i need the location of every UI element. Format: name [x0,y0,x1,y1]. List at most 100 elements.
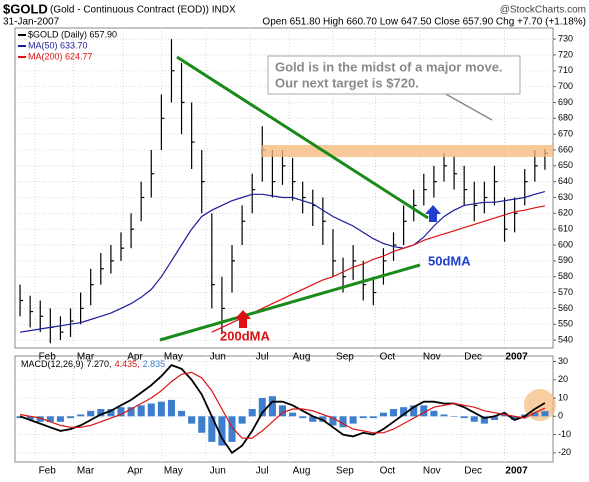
macd-layer: -20 -10 0 10 20 30 Feb Mar Apr May Jun Jul Aug Sep Oct… [15,356,571,477]
x-tick-label: Jun [210,466,226,477]
histogram-bar [369,416,377,419]
chart-subtitle: (Gold - Continuous Contract (EOD)) INDX [50,5,236,16]
histogram-bar [238,416,246,424]
y-tick-label: 720 [558,49,573,59]
histogram-bar [258,398,266,417]
histogram-bar [541,411,549,417]
histogram-bar [299,416,307,419]
y-tick-label: 650 [558,160,573,170]
y-tick-label: 540 [558,334,573,344]
y-tick-label: 570 [558,287,573,297]
x-tick-label: Oct [380,352,396,363]
resistance-band [262,145,553,157]
macd-line [19,371,546,439]
y-tick-label: 10 [558,392,568,402]
histogram-bar [490,416,498,420]
histogram-bar [157,401,165,417]
annotation: Our next target is $720. [275,75,419,90]
x-tick-label: Nov [423,352,441,363]
histogram-bar [198,416,206,433]
histogram-bar [379,412,387,417]
x-tick-label: Dec [464,352,482,363]
price-panel [14,27,554,349]
x-tick-label: Apr [127,352,143,363]
y-tick-label: 730 [558,33,573,43]
x-tick-label: Feb [39,466,57,477]
histogram-bar [137,405,145,417]
histogram-bar [218,416,226,446]
histogram-bar [339,416,347,428]
x-tick-label: 2007 [505,352,528,363]
x-tick-label: May [164,352,183,363]
moving-average [19,191,546,333]
histogram-bar [470,416,478,422]
y-tick-label: 710 [558,65,573,75]
legend-label: MACD(12,26,9) [21,359,84,369]
histogram-bar [188,416,196,424]
legend-label: MA(50) 633.70 [28,40,88,50]
y-tick-label: 700 [558,81,573,91]
histogram-bar [36,416,44,422]
histogram-bar [329,416,337,426]
y-tick-label: 550 [558,319,573,329]
x-tick-label: Sep [336,352,354,363]
y-tick-label: 560 [558,303,573,313]
histogram-bar [440,414,448,417]
x-tick-label: Mar [77,466,95,477]
histogram-bar [309,416,317,422]
histogram-bar [480,416,488,424]
y-tick-label: 680 [558,113,573,123]
arrow [425,205,441,222]
annotation: 200dMA [220,328,270,343]
y-tick-label: -10 [558,429,571,439]
histogram-bar [410,405,418,417]
histogram-bar [228,416,236,442]
annotation: Gold is in the midst of a major move. [275,59,503,74]
y-tick-label: 600 [558,239,573,249]
y-tick-label: 690 [558,97,573,107]
legend-label: 2.835 [143,359,166,369]
x-tick-label: Apr [127,466,143,477]
chart-title: $GOLD [3,1,48,16]
histogram-bar [450,416,458,417]
legend-label: $GOLD (Daily) 657.90 [28,29,117,39]
histogram-bar [511,416,519,420]
y-tick-label: 660 [558,144,573,154]
legend-label: 4.435, [115,359,140,369]
histogram-bar [501,414,509,417]
histogram-bar [127,407,135,417]
y-tick-label: 620 [558,208,573,218]
histogram-bar [167,399,175,417]
x-tick-label: May [164,466,183,477]
legend-label: 7.270, [87,359,112,369]
x-tick-label: Aug [293,466,311,477]
histogram-bar [66,416,75,419]
y-tick-label: 580 [558,271,573,281]
histogram-bar [147,403,155,417]
price-layer: 540 550 560 570 580 590 600 610 620 630 640 650 660 6… [15,28,573,363]
source: @StockCharts.com [500,5,586,16]
y-tick-label: 640 [558,176,573,186]
histogram-bar [56,416,64,422]
y-tick-label: 30 [558,356,568,366]
histogram-bar [46,416,54,422]
histogram-bar [26,416,34,420]
x-tick-label: Jul [256,466,269,477]
macd-line [19,364,546,455]
y-tick-label: 590 [558,255,573,265]
histogram-bar [349,416,357,424]
annotation-box [267,55,521,95]
y-tick-label: 20 [558,374,568,384]
histogram-bar [460,416,468,419]
x-tick-label: Aug [293,352,311,363]
histogram-bar [97,409,105,417]
y-tick-label: 0 [558,411,563,421]
histogram-bar [289,412,297,417]
histogram-bar [87,410,95,417]
histogram-bar [278,405,287,417]
x-tick-label: 2007 [505,466,528,477]
histogram-bar [117,407,125,417]
x-tick-label: Feb [39,352,57,363]
y-tick-label: -20 [558,447,571,457]
histogram-bar [400,407,408,417]
